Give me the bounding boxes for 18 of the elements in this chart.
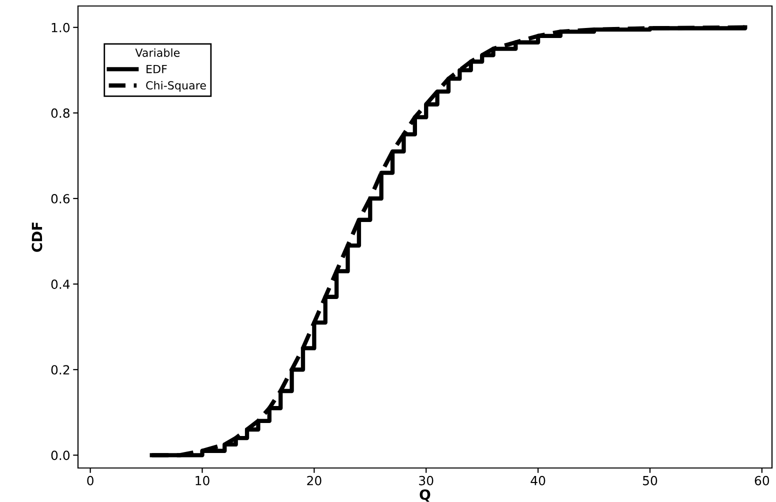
x-axis-title: Q [420, 489, 430, 502]
x-tick-label: 0 [87, 476, 94, 486]
legend-label: EDF [146, 64, 167, 74]
x-tick-label: 30 [419, 476, 434, 486]
x-tick-label: 60 [754, 476, 770, 486]
x-tick-label: 10 [196, 476, 210, 486]
y-tick-label: 0.4 [51, 280, 70, 289]
legend-label: Chi-Square [146, 80, 206, 92]
y-tick-label: 0.0 [51, 450, 70, 460]
y-tick-label: 0.2 [51, 365, 70, 375]
y-tick-label: 0.8 [51, 108, 70, 118]
x-tick-label: 40 [530, 476, 546, 486]
legend-title: Variable [135, 48, 180, 57]
y-axis-title: CDF [32, 222, 42, 252]
y-tick-label: 0.6 [51, 194, 70, 204]
x-tick-label: 50 [643, 476, 658, 486]
x-tick-label: 20 [307, 476, 322, 486]
y-tick-label: 1.0 [52, 22, 70, 32]
